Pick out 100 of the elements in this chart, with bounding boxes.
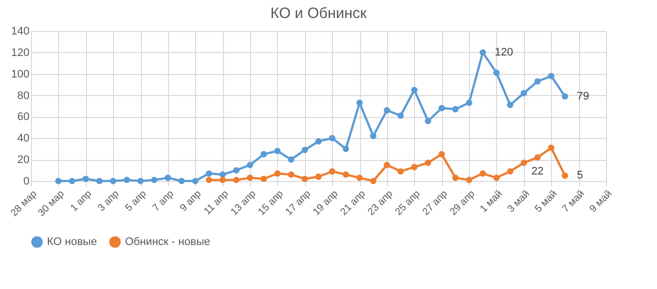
point xyxy=(562,172,568,179)
point xyxy=(493,174,500,181)
point xyxy=(520,90,528,96)
x-tick-label: 17 апр xyxy=(284,188,314,218)
point xyxy=(534,154,541,161)
point xyxy=(302,146,308,154)
point xyxy=(220,176,226,184)
point xyxy=(466,176,472,184)
point xyxy=(411,164,418,170)
point xyxy=(342,146,350,152)
point xyxy=(274,170,281,177)
x-tick-label: 23 апр xyxy=(366,188,396,218)
point xyxy=(82,176,89,182)
x-tick-label: 1 май xyxy=(478,188,505,215)
point xyxy=(192,178,198,184)
point xyxy=(424,118,432,124)
point xyxy=(329,134,336,142)
point xyxy=(480,170,486,177)
point xyxy=(466,100,472,106)
point xyxy=(356,100,363,106)
point xyxy=(151,176,158,184)
point xyxy=(493,70,500,76)
point xyxy=(302,176,308,182)
y-tick-label: 140 xyxy=(11,26,30,38)
x-tick-label: 29 апр xyxy=(448,188,478,218)
data-label: 120 xyxy=(494,46,514,58)
x-tick-label: 5 апр xyxy=(123,188,150,214)
point xyxy=(438,104,445,112)
point xyxy=(329,168,336,175)
x-tick-label: 1 апр xyxy=(68,188,94,214)
point xyxy=(384,162,390,168)
point xyxy=(520,160,528,166)
point xyxy=(246,162,254,168)
y-tick-label: 120 xyxy=(11,46,30,59)
point xyxy=(55,178,62,184)
point xyxy=(220,171,226,178)
point xyxy=(178,178,185,184)
y-tick-label: 0 xyxy=(23,176,30,188)
point xyxy=(507,168,514,175)
point xyxy=(424,160,432,166)
point xyxy=(370,178,376,184)
x-tick-label: 13 апр xyxy=(229,188,259,218)
y-tick-label: 20 xyxy=(17,154,30,166)
point xyxy=(110,178,116,184)
point xyxy=(288,156,294,163)
point xyxy=(507,102,514,108)
data-label: 5 xyxy=(576,170,584,182)
y-tick-label: 100 xyxy=(11,68,30,80)
point xyxy=(315,174,322,180)
x-tick-label: 21 апр xyxy=(338,188,368,218)
point xyxy=(96,178,103,184)
point xyxy=(164,174,172,181)
y-tick-label: 40 xyxy=(17,132,30,145)
point xyxy=(356,174,363,181)
point xyxy=(206,170,212,177)
point xyxy=(370,132,376,140)
point xyxy=(480,49,486,56)
point xyxy=(562,93,568,100)
point xyxy=(260,176,267,182)
point xyxy=(384,107,390,114)
point xyxy=(534,78,541,85)
x-tick-label: 15 апр xyxy=(256,188,286,218)
point xyxy=(288,171,294,178)
point xyxy=(411,86,418,94)
x-tick-label: 11 апр xyxy=(202,188,232,218)
point xyxy=(315,138,322,145)
data-label: 22 xyxy=(531,165,544,178)
point xyxy=(206,176,212,184)
point xyxy=(397,112,404,119)
point xyxy=(246,174,254,181)
x-tick-label: 7 май xyxy=(560,188,587,215)
x-tick-label: 7 апр xyxy=(150,188,176,214)
point xyxy=(137,178,144,184)
x-tick-label: 9 апр xyxy=(178,188,204,214)
chart-title: КО и Обнинск xyxy=(270,5,368,22)
x-tick-label: 3 апр xyxy=(96,188,122,214)
point xyxy=(233,176,240,184)
point xyxy=(397,168,404,175)
point xyxy=(260,151,267,158)
data-label: 79 xyxy=(576,90,590,102)
x-tick-label: 25 апр xyxy=(393,188,423,218)
point xyxy=(274,148,281,154)
point xyxy=(452,106,459,112)
x-tick-label: 9 май xyxy=(588,188,614,215)
y-tick-label: 80 xyxy=(17,90,30,102)
point xyxy=(233,167,240,174)
x-tick-label: 27 апр xyxy=(420,188,450,218)
x-tick-label: 19 апр xyxy=(311,188,341,218)
point xyxy=(124,176,130,184)
x-tick-label: 30 мар xyxy=(36,188,67,219)
legend-label: Обнинск - новые xyxy=(125,236,210,248)
x-tick-label: 5 май xyxy=(533,188,560,215)
point xyxy=(548,72,554,80)
y-tick-label: 60 xyxy=(17,111,30,124)
point xyxy=(342,171,350,178)
point xyxy=(438,151,445,158)
legend-label: КО новые xyxy=(47,236,97,248)
point xyxy=(68,178,76,184)
point xyxy=(452,174,459,181)
x-tick-label: 3 май xyxy=(506,188,532,215)
